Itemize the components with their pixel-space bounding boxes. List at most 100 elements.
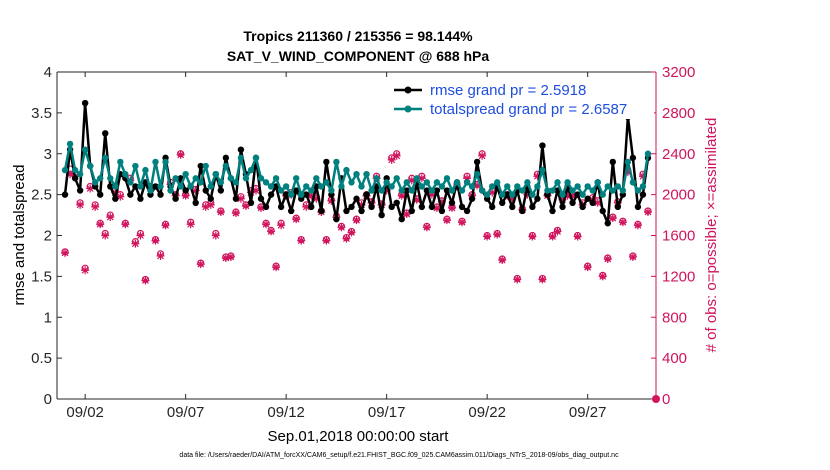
totalspread-point <box>313 175 320 182</box>
footer-data-file: data file: /Users/raeder/DAI/ATM_forcXX/… <box>179 452 619 459</box>
legend-rmse-marker <box>404 86 412 94</box>
y-right-tick-label: 2400 <box>662 146 695 163</box>
obs-assimilated-point <box>176 150 185 159</box>
totalspread-point <box>247 166 255 174</box>
rmse-point <box>157 191 164 198</box>
obs-assimilated-point <box>633 221 642 230</box>
obs-assimilated-point <box>201 202 210 211</box>
y-tick-label: 2.5 <box>31 187 52 204</box>
totalspread-point <box>267 183 275 190</box>
totalspread-point <box>483 191 491 198</box>
rmse-point <box>393 199 400 206</box>
totalspread-point <box>473 170 481 178</box>
totalspread-point <box>66 140 74 148</box>
obs-assimilated-point <box>96 220 105 229</box>
totalspread-point <box>187 183 194 190</box>
rmse-point <box>237 146 245 153</box>
obs-assimilated-point <box>196 260 205 269</box>
y-tick-label: 1 <box>44 309 52 326</box>
totalspread-point <box>463 179 471 186</box>
totalspread-point <box>298 191 305 198</box>
obs-assimilated-point <box>458 218 467 227</box>
totalspread-point <box>378 187 385 194</box>
obs-assimilated-point <box>151 236 160 245</box>
obs-assimilated-point <box>221 253 230 262</box>
totalspread-point <box>242 175 250 182</box>
obs-assimilated-point <box>141 276 150 285</box>
rmse-point <box>81 99 89 107</box>
obs-assimilated-point <box>528 232 537 241</box>
totalspread-point <box>277 187 285 194</box>
legend-box <box>389 79 654 119</box>
totalspread-point <box>443 175 451 182</box>
y-tick-label: 0.5 <box>31 350 52 367</box>
totalspread-point <box>398 187 405 194</box>
rmse-point <box>257 195 265 202</box>
rmse-point <box>589 199 596 206</box>
obs-assimilated-point <box>206 200 215 209</box>
obs-assimilated-point <box>392 151 401 160</box>
totalspread-point <box>504 183 511 190</box>
obs-assimilated-point <box>618 218 627 227</box>
y-tick-label: 4 <box>44 64 52 81</box>
obs-assimilated-point <box>191 186 200 195</box>
totalspread-point <box>559 191 566 198</box>
rmse-point <box>197 162 204 170</box>
chart-title-line1: Tropics 211360 / 215356 = 98.144% <box>243 28 473 44</box>
obs-assimilated-point <box>548 232 557 241</box>
totalspread-point <box>147 187 154 194</box>
totalspread-point <box>177 183 184 190</box>
rmse-point <box>614 203 622 211</box>
obs-assimilated-point <box>377 200 386 209</box>
totalspread-point <box>232 179 240 186</box>
obs-assimilated-point <box>402 210 411 219</box>
rmse-point <box>388 203 395 211</box>
totalspread-point <box>318 183 325 190</box>
obs-assimilated-point <box>121 220 130 229</box>
rmse-point <box>408 207 415 215</box>
totalspread-point <box>599 191 606 198</box>
y-tick-label: 1.5 <box>31 268 52 285</box>
totalspread-point <box>438 183 446 190</box>
legend-spread-label: totalspread grand pr = 2.6587 <box>430 101 627 118</box>
rmse-point <box>292 187 300 194</box>
rmse-point <box>639 191 647 198</box>
totalspread-point <box>488 183 496 190</box>
obs-assimilated-point <box>297 236 306 245</box>
totalspread-point <box>338 183 345 190</box>
y-right-tick-label: 2000 <box>662 187 695 204</box>
totalspread-point <box>604 183 611 190</box>
totalspread-point <box>227 175 235 182</box>
y-right-tick-label: 0 <box>662 391 670 408</box>
totalspread-point <box>237 154 245 162</box>
obs-assimilated-point <box>86 184 95 193</box>
x-axis-label: Sep.01,2018 00:00:00 start <box>268 428 450 445</box>
rmse-point <box>358 207 365 215</box>
totalspread-point <box>403 179 410 186</box>
obs-assimilated-point <box>608 214 617 223</box>
totalspread-point <box>122 170 129 178</box>
rmse-point <box>418 203 426 211</box>
rmse-point <box>368 203 375 211</box>
rmse-point <box>262 203 270 211</box>
obs-assimilated-point <box>131 239 140 248</box>
obs-assimilated-point <box>483 232 492 241</box>
totalspread-point <box>328 187 335 194</box>
rmse-point <box>318 207 325 215</box>
obs-assimilated-point <box>342 234 351 243</box>
totalspread-point <box>207 183 214 190</box>
obs-assimilated-point <box>538 275 547 284</box>
rmse-point <box>458 203 466 211</box>
totalspread-point <box>262 179 270 186</box>
totalspread-point <box>383 179 390 186</box>
obs-assimilated-point <box>558 195 567 204</box>
obs-assimilated-point <box>347 228 356 237</box>
obs-assimilated-point <box>337 223 346 232</box>
obs-assimilated-point <box>593 198 602 207</box>
totalspread-point <box>217 179 225 186</box>
obs-assimilated-point <box>553 227 562 236</box>
totalspread-point <box>594 179 601 186</box>
totalspread-point <box>549 187 556 194</box>
rmse-point <box>323 158 330 166</box>
